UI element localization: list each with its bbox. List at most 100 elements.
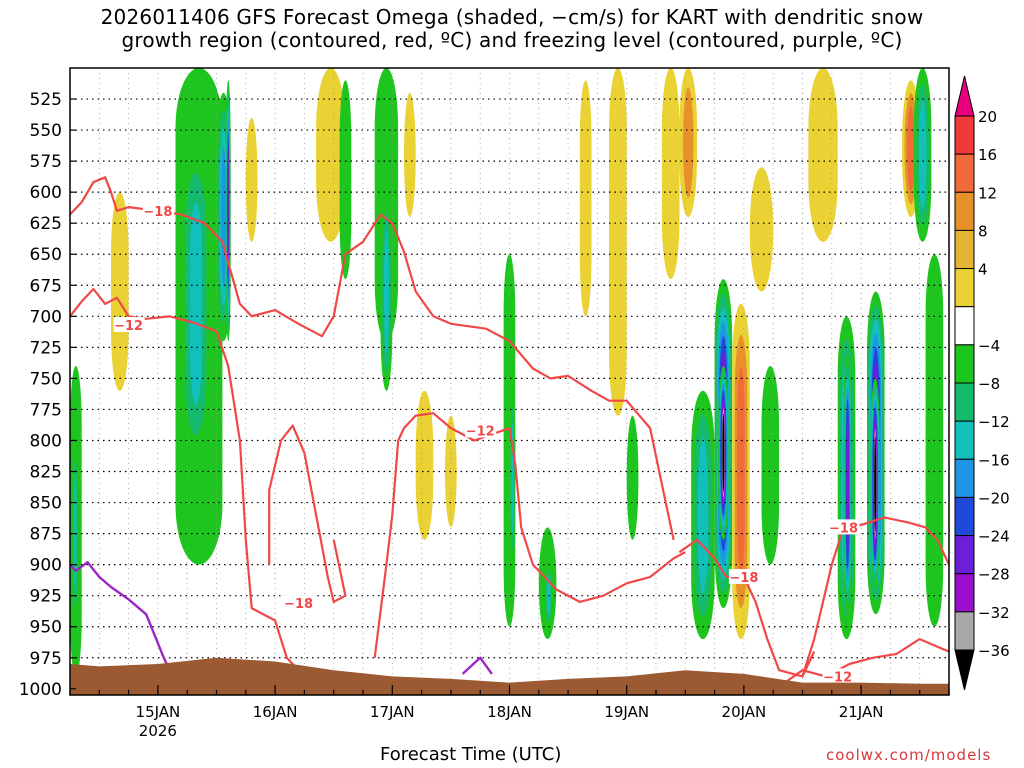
dgz-contour-label: −18	[143, 205, 172, 220]
omega-shade-cell	[227, 145, 230, 276]
x-tick-label: 18JAN	[487, 703, 532, 721]
colorbar-bin	[954, 153, 975, 193]
colorbar-label: −4	[978, 337, 1000, 355]
freezing-level-contour	[461, 656, 493, 675]
omega-shade-cell	[339, 80, 352, 280]
dgz-contour-label: −18	[284, 597, 313, 612]
omega-shade-cell	[579, 80, 592, 317]
y-tick-label: 900	[30, 556, 62, 576]
x-tick-label: 17JAN	[370, 703, 415, 721]
omega-shade-cell	[697, 436, 708, 593]
colorbar-label: −16	[978, 451, 1010, 469]
y-tick-label: 650	[30, 245, 62, 265]
contour-label-background	[728, 569, 760, 585]
dgz-contour-label: −18	[729, 571, 758, 586]
omega-shade-cell	[404, 92, 416, 217]
omega-shade-cell	[761, 366, 780, 565]
omega-shade-cell	[609, 68, 627, 416]
omega-shade-cell	[683, 87, 694, 198]
contours: −18 −12 −18 −12 −18 −18 −12	[70, 176, 949, 685]
y-tick-label: 825	[30, 463, 62, 483]
ground-surface	[70, 657, 949, 695]
contour-label-background	[828, 519, 860, 535]
y-tick-label: 700	[30, 307, 62, 327]
y-tick-label: 675	[30, 276, 62, 296]
y-tick-label: 875	[30, 525, 62, 545]
omega-shade-cell	[907, 105, 915, 192]
colorbar-bin	[954, 420, 975, 460]
y-tick-label: 525	[30, 90, 62, 110]
colorbar-bin	[954, 306, 975, 346]
chart-title-line-1: 2026011406 GFS Forecast Omega (shaded, −…	[100, 5, 924, 29]
colorbar-bin	[954, 344, 975, 384]
colorbar-bottom-arrow	[954, 649, 975, 691]
colorbar: 20 16 12 8 4 −4 −8 −12 −16 −20 −24 −28 −32 −36	[954, 75, 1010, 691]
x-tick-label: 19JAN	[604, 703, 649, 721]
omega-shade-cell	[808, 68, 838, 242]
colorbar-label: −32	[978, 604, 1010, 622]
dgz-contour-line	[373, 412, 686, 658]
x-tick-label: 20JAN	[722, 703, 767, 721]
contour-label-background	[113, 317, 145, 333]
omega-shading	[70, 68, 944, 677]
colorbar-label: −36	[978, 642, 1010, 660]
dgz-contour-line	[70, 176, 675, 541]
y-tick-label: 950	[30, 618, 62, 638]
dgz-contour-line	[678, 538, 816, 678]
contour-label-background	[465, 422, 497, 438]
y-axis: 525 550 575 600 625 650 675 700 725 750 775 800 825 8…	[19, 90, 76, 700]
omega-shade-cell	[874, 436, 877, 532]
colorbar-label: −20	[978, 489, 1010, 507]
y-tick-label: 800	[30, 431, 62, 451]
omega-shade-cell	[661, 68, 680, 280]
colorbar-bin	[954, 382, 975, 422]
omega-shade-cell	[245, 117, 258, 242]
omega-shade-cell	[846, 421, 849, 547]
colorbar-bin	[954, 115, 975, 155]
dgz-contour-label: −18	[829, 521, 858, 536]
colorbar-label: −24	[978, 528, 1010, 546]
colorbar-label: 20	[978, 108, 997, 126]
colorbar-label: 8	[978, 222, 988, 240]
ground-fill	[70, 657, 949, 695]
omega-shade-cell	[383, 229, 389, 354]
x-tick-sublabel: 2026	[139, 722, 177, 740]
y-tick-label: 1000	[19, 680, 62, 700]
chart-title-line-2: growth region (contoured, red, ºC) and f…	[121, 28, 903, 52]
y-tick-label: 850	[30, 494, 62, 514]
dgz-contour-line	[268, 424, 347, 603]
y-tick-label: 750	[30, 369, 62, 389]
contour-label-background	[283, 595, 315, 611]
x-tick-label: 21JAN	[839, 703, 884, 721]
dgz-contour-line	[801, 516, 949, 677]
dgz-contour-label: −12	[823, 670, 852, 685]
x-tick-label: 16JAN	[253, 703, 298, 721]
colorbar-label: 12	[978, 184, 997, 202]
colorbar-bin	[954, 458, 975, 498]
omega-shade-cell	[626, 415, 639, 540]
y-tick-label: 925	[30, 587, 62, 607]
colorbar-bin	[954, 496, 975, 537]
dgz-contour-label: −12	[114, 319, 143, 334]
omega-shade-cell	[189, 202, 203, 406]
dgz-contour-line	[784, 638, 949, 684]
omega-shade-cell	[722, 413, 725, 493]
freezing-level-contour	[70, 561, 171, 671]
colorbar-bin	[954, 573, 975, 613]
omega-shade-cell	[111, 192, 129, 391]
y-tick-label: 600	[30, 183, 62, 203]
colorbar-bin	[954, 268, 975, 308]
colorbar-label: −28	[978, 566, 1010, 584]
colorbar-top-arrow	[954, 75, 975, 117]
colorbar-bin	[954, 535, 975, 575]
grid	[69, 68, 950, 695]
colorbar-label: 4	[978, 261, 988, 279]
credit-link[interactable]: coolwx.com/models	[826, 746, 992, 764]
omega-shade-cell	[737, 366, 745, 577]
omega-shade-cell	[749, 167, 774, 292]
dgz-contour-line	[70, 287, 346, 684]
colorbar-bin	[954, 229, 975, 270]
x-axis-label: Forecast Time (UTC)	[380, 744, 562, 765]
y-tick-label: 550	[30, 121, 62, 141]
